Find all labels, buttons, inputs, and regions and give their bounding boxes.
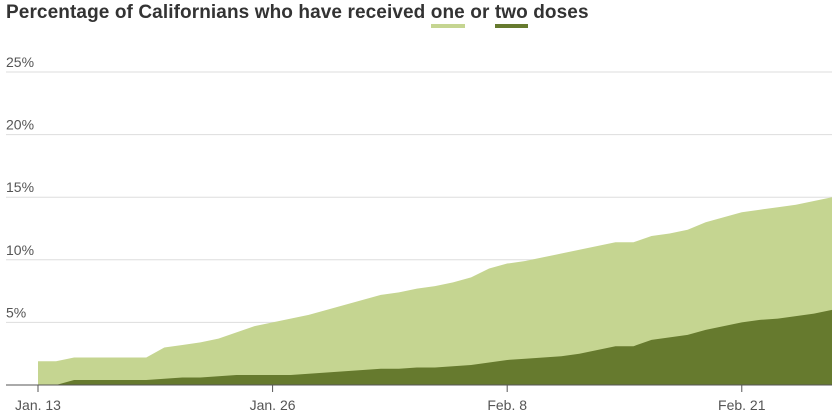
- area-two-doses: [38, 309, 832, 385]
- title-middle: or: [464, 2, 495, 23]
- legend-one-dose: one: [430, 2, 465, 28]
- axes: 5% 10% 15% 20% 25% Jan. 13 Jan. 26 Feb. 8 Feb. 2…: [6, 54, 832, 413]
- y-tick-label: 20%: [6, 117, 34, 133]
- x-tick-label: Feb. 8: [487, 397, 527, 413]
- y-tick-label: 25%: [6, 54, 34, 70]
- x-tick-label: Feb. 21: [718, 397, 766, 413]
- x-tick-label: Jan. 13: [15, 397, 61, 413]
- area-one-dose: [38, 197, 832, 385]
- x-tick-label: Jan. 26: [250, 397, 296, 413]
- y-tick-label: 10%: [6, 242, 34, 258]
- chart-title: Percentage of Californians who have rece…: [6, 2, 589, 28]
- data-areas: [38, 197, 832, 385]
- title-suffix: doses: [527, 2, 589, 23]
- y-tick-label: 15%: [6, 179, 34, 195]
- legend-two-doses: two: [494, 2, 528, 28]
- title-prefix: Percentage of Californians who have rece…: [6, 2, 431, 23]
- y-tick-label: 5%: [6, 304, 26, 320]
